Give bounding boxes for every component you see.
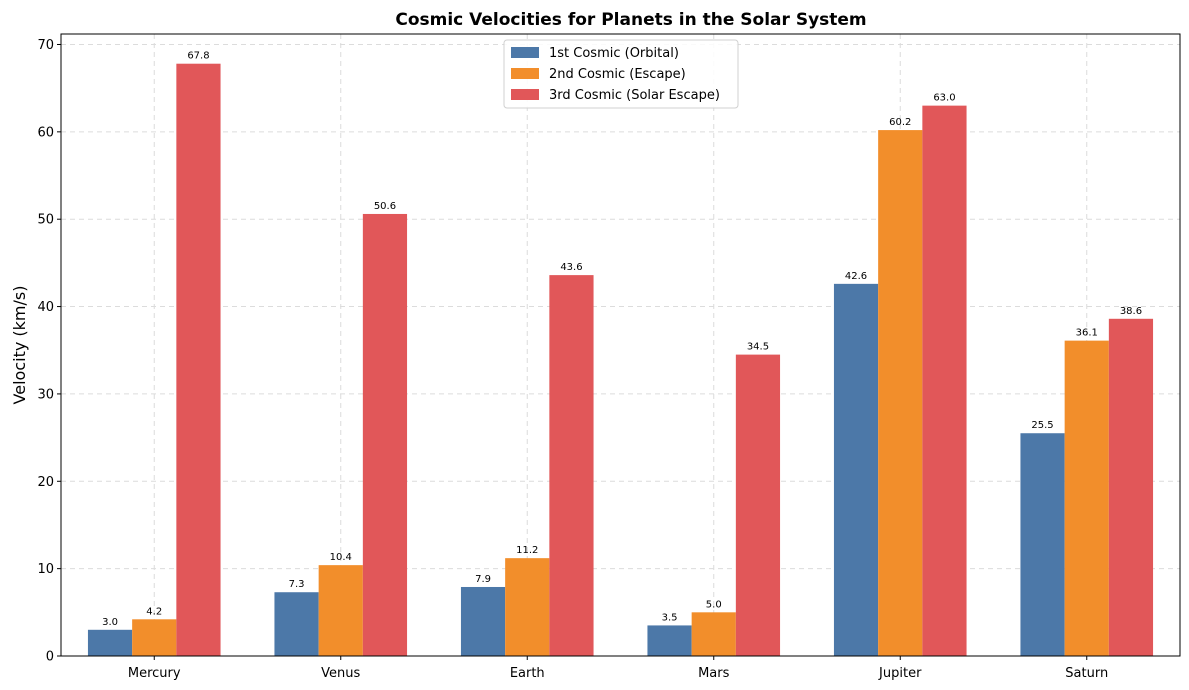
bar-value-label: 38.6	[1120, 306, 1142, 317]
legend-swatch-series-1	[511, 47, 539, 58]
bar-mars-series-3	[735, 354, 781, 656]
y-tick-label: 0	[46, 650, 54, 665]
y-tick-label: 30	[37, 387, 54, 402]
bars	[87, 63, 1154, 657]
bar-value-label: 10.4	[330, 552, 352, 563]
bar-jupiter-series-2	[878, 130, 923, 656]
y-tick-label: 40	[37, 300, 54, 315]
bar-value-label: 63.0	[933, 93, 955, 104]
bar-value-label: 7.9	[475, 574, 491, 585]
bar-value-label: 67.8	[187, 51, 209, 62]
bar-saturn-series-3	[1108, 318, 1154, 656]
bar-venus-series-2	[318, 565, 363, 656]
y-axis: 0 10 20 30 40 50 60 70	[37, 38, 61, 665]
bar-value-label: 42.6	[845, 271, 867, 282]
plot-area-frame	[60, 33, 1181, 657]
bar-earth-series-2	[505, 558, 550, 656]
y-tick-label: 50	[37, 213, 54, 228]
bar-value-label: 11.2	[516, 545, 538, 556]
x-tick-label-saturn: Saturn	[1065, 666, 1108, 681]
bar-value-label: 25.5	[1031, 420, 1053, 431]
bar-value-label: 7.3	[289, 579, 305, 590]
x-tick-label-jupiter: Jupiter	[878, 666, 922, 681]
bar-mars-series-2	[691, 612, 736, 656]
chart-title: Cosmic Velocities for Planets in the Sol…	[395, 10, 866, 30]
bar-value-label: 43.6	[560, 262, 582, 273]
x-tick-label-venus: Venus	[321, 666, 360, 681]
bar-venus-series-1	[274, 592, 319, 656]
bar-mercury-series-3	[176, 63, 221, 656]
bar-saturn-series-1	[1020, 433, 1065, 656]
legend-swatch-series-2	[511, 68, 539, 79]
y-tick-label: 60	[37, 125, 54, 140]
bar-earth-series-1	[460, 586, 506, 656]
bar-saturn-series-2	[1064, 340, 1109, 656]
legend-swatch-series-3	[511, 89, 539, 100]
bar-mercury-series-2	[132, 619, 177, 656]
legend-entry-series-2: 2nd Cosmic (Escape)	[549, 67, 686, 82]
bar-value-label: 36.1	[1076, 328, 1098, 339]
legend: 1st Cosmic (Orbital) 2nd Cosmic (Escape) 3…	[503, 39, 739, 109]
bar-value-labels: 3.0 7.3 7.9 3.5 42.6 25.5 4.2 10.4 11.2 5.0 60.2 36…	[102, 51, 1142, 628]
legend-entry-series-3: 3rd Cosmic (Solar Escape)	[549, 88, 720, 103]
bar-mercury-series-1	[87, 629, 133, 656]
bar-value-label: 50.6	[374, 201, 396, 212]
bar-jupiter-series-1	[833, 283, 879, 656]
y-axis-label: Velocity (km/s)	[10, 286, 29, 405]
bar-jupiter-series-3	[922, 105, 967, 657]
y-tick-label: 70	[37, 38, 54, 53]
bar-mars-series-1	[647, 625, 692, 656]
x-tick-label-mercury: Mercury	[128, 666, 181, 681]
x-tick-label-mars: Mars	[698, 666, 730, 681]
bar-earth-series-3	[549, 275, 594, 656]
x-axis: Mercury Venus Earth Mars Jupiter Saturn	[128, 656, 1108, 681]
bar-value-label: 4.2	[146, 606, 162, 617]
bar-value-label: 3.5	[662, 612, 678, 623]
y-tick-label: 10	[37, 562, 54, 577]
x-tick-label-earth: Earth	[510, 666, 545, 681]
y-tick-label: 20	[37, 475, 54, 490]
bar-venus-series-3	[362, 213, 408, 656]
grid-lines	[61, 34, 1180, 657]
bar-value-label: 60.2	[889, 117, 911, 128]
legend-box	[503, 39, 739, 109]
bar-value-label: 3.0	[102, 617, 118, 628]
bar-value-label: 5.0	[706, 599, 722, 610]
bar-value-label: 34.5	[747, 342, 769, 353]
legend-entry-series-1: 1st Cosmic (Orbital)	[549, 46, 679, 61]
